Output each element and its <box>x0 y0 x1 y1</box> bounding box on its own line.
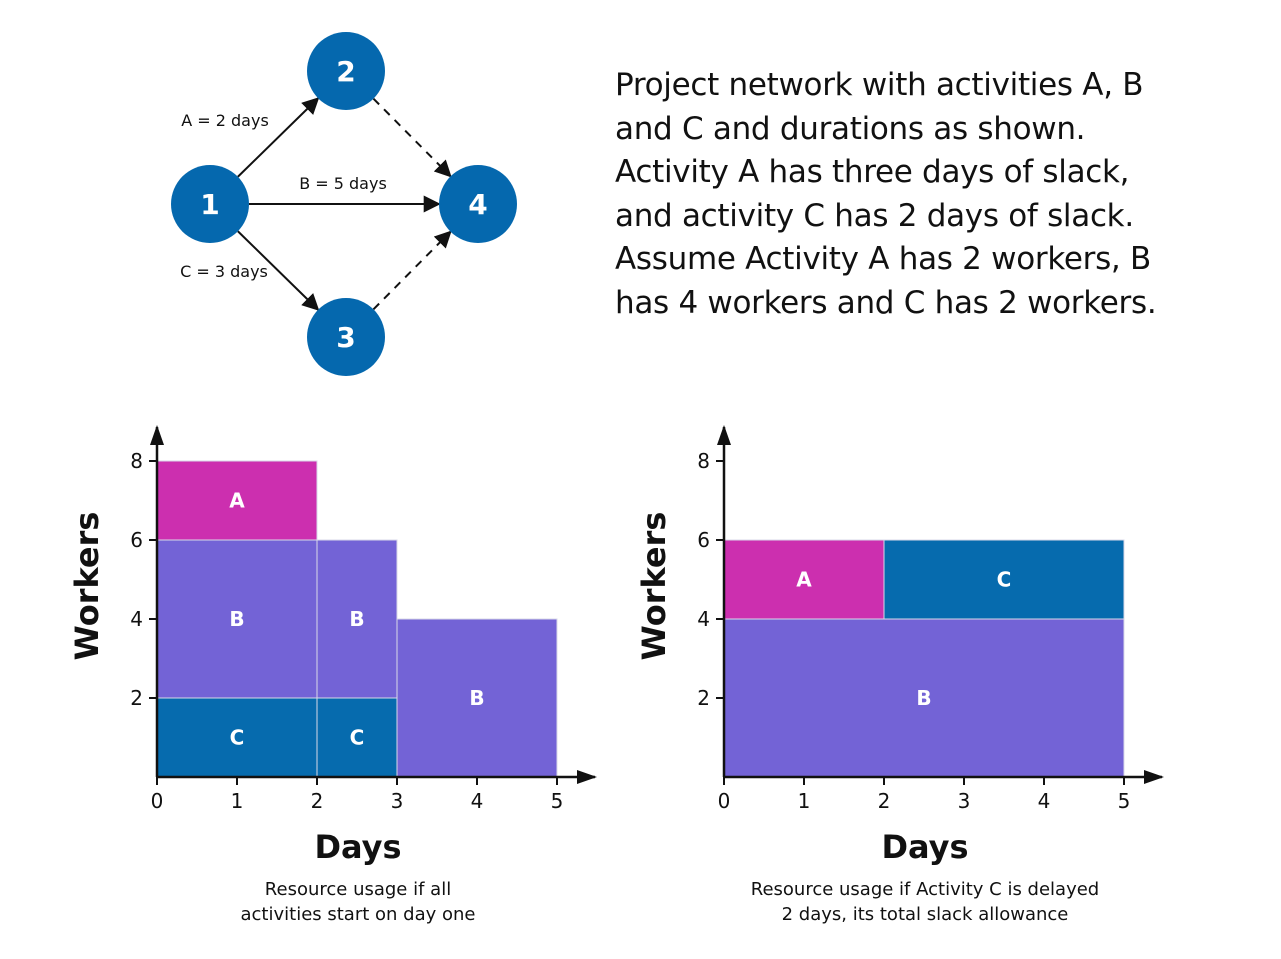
y-tick-label: 4 <box>697 607 710 631</box>
block-label: B <box>229 607 244 631</box>
chart-all-start-day-one: C B A C B B 0 1 2 3 4 5 2 4 6 8 Days Workers <box>68 425 597 866</box>
x-tick-label: 2 <box>311 789 324 813</box>
network-node-4 <box>439 165 517 243</box>
network-node-1 <box>171 165 249 243</box>
chart-activity-c-delayed: B A C 0 1 2 3 4 5 2 4 6 8 Days Workers <box>635 425 1164 866</box>
block-label: C <box>230 726 245 750</box>
caption-line: 2 days, its total slack allowance <box>781 904 1069 925</box>
block-B <box>316 539 398 699</box>
block-B <box>396 618 558 778</box>
node-label: 3 <box>336 321 355 354</box>
block-B <box>156 539 318 699</box>
x-tick-label: 5 <box>551 789 564 813</box>
x-tick-label: 4 <box>471 789 484 813</box>
x-tick-label: 2 <box>878 789 891 813</box>
block-label: C <box>997 568 1012 592</box>
caption-line: Resource usage if all <box>264 879 452 900</box>
caption-line: activities start on day one <box>240 904 476 925</box>
network-edge-n3-n4 <box>372 230 452 311</box>
x-tick-label: 3 <box>391 789 404 813</box>
caption-chart-c-delayed: Resource usage if Activity C is delayed … <box>705 877 1145 927</box>
x-axis-title: Days <box>314 828 401 866</box>
network-edge-n1-n3 <box>237 230 320 311</box>
block-B <box>723 618 1125 778</box>
y-tick-label: 6 <box>697 528 710 552</box>
caption-line: Resource usage if Activity C is delayed <box>750 879 1100 900</box>
network-edge-n2-n4 <box>372 97 452 178</box>
x-tick-label: 3 <box>958 789 971 813</box>
edge-label: A = 2 days <box>181 111 269 130</box>
block-A <box>723 539 885 620</box>
y-tick-label: 2 <box>697 686 710 710</box>
x-tick-label: 0 <box>718 789 731 813</box>
description-line: Activity A has three days of slack, <box>615 154 1130 190</box>
node-label: 1 <box>200 188 219 221</box>
block-label: A <box>796 568 812 592</box>
description-line: and C and durations as shown. <box>615 110 1086 147</box>
x-tick-label: 4 <box>1038 789 1051 813</box>
block-C <box>883 539 1125 620</box>
description-line: Project network with activities A, B <box>615 67 1144 103</box>
block-label: B <box>349 607 364 631</box>
x-tick-label: 5 <box>1118 789 1131 813</box>
edge-label: B = 5 days <box>299 174 387 193</box>
y-axis-title: Workers <box>635 512 673 661</box>
y-tick-label: 8 <box>697 449 710 473</box>
x-tick-label: 1 <box>231 789 244 813</box>
network-node-2 <box>307 32 385 110</box>
description-line: has 4 workers and C has 2 workers. <box>615 284 1157 321</box>
node-label: 4 <box>468 188 487 221</box>
problem-description: Project network with activities A, B and… <box>615 64 1255 325</box>
y-tick-label: 2 <box>130 686 143 710</box>
description-line: Assume Activity A has 2 workers, B <box>615 241 1152 277</box>
block-label: A <box>229 489 245 513</box>
y-tick-label: 8 <box>130 449 143 473</box>
x-tick-label: 0 <box>151 789 164 813</box>
y-tick-label: 6 <box>130 528 143 552</box>
x-axis-title: Days <box>881 828 968 866</box>
block-C <box>156 697 318 778</box>
caption-chart-all-start: Resource usage if all activities start o… <box>178 877 538 927</box>
block-label: C <box>350 726 365 750</box>
block-label: B <box>469 686 484 710</box>
network-edge-n1-n2 <box>237 97 320 178</box>
x-tick-label: 1 <box>798 789 811 813</box>
node-label: 2 <box>336 55 355 88</box>
block-label: B <box>916 686 931 710</box>
network-node-3 <box>307 298 385 376</box>
project-network: A = 2 days B = 5 days C = 3 days 1 2 3 4 <box>171 32 517 376</box>
edge-label: C = 3 days <box>180 262 268 281</box>
y-axis-title: Workers <box>68 512 106 661</box>
y-tick-label: 4 <box>130 607 143 631</box>
description-line: and activity C has 2 days of slack. <box>615 197 1134 234</box>
